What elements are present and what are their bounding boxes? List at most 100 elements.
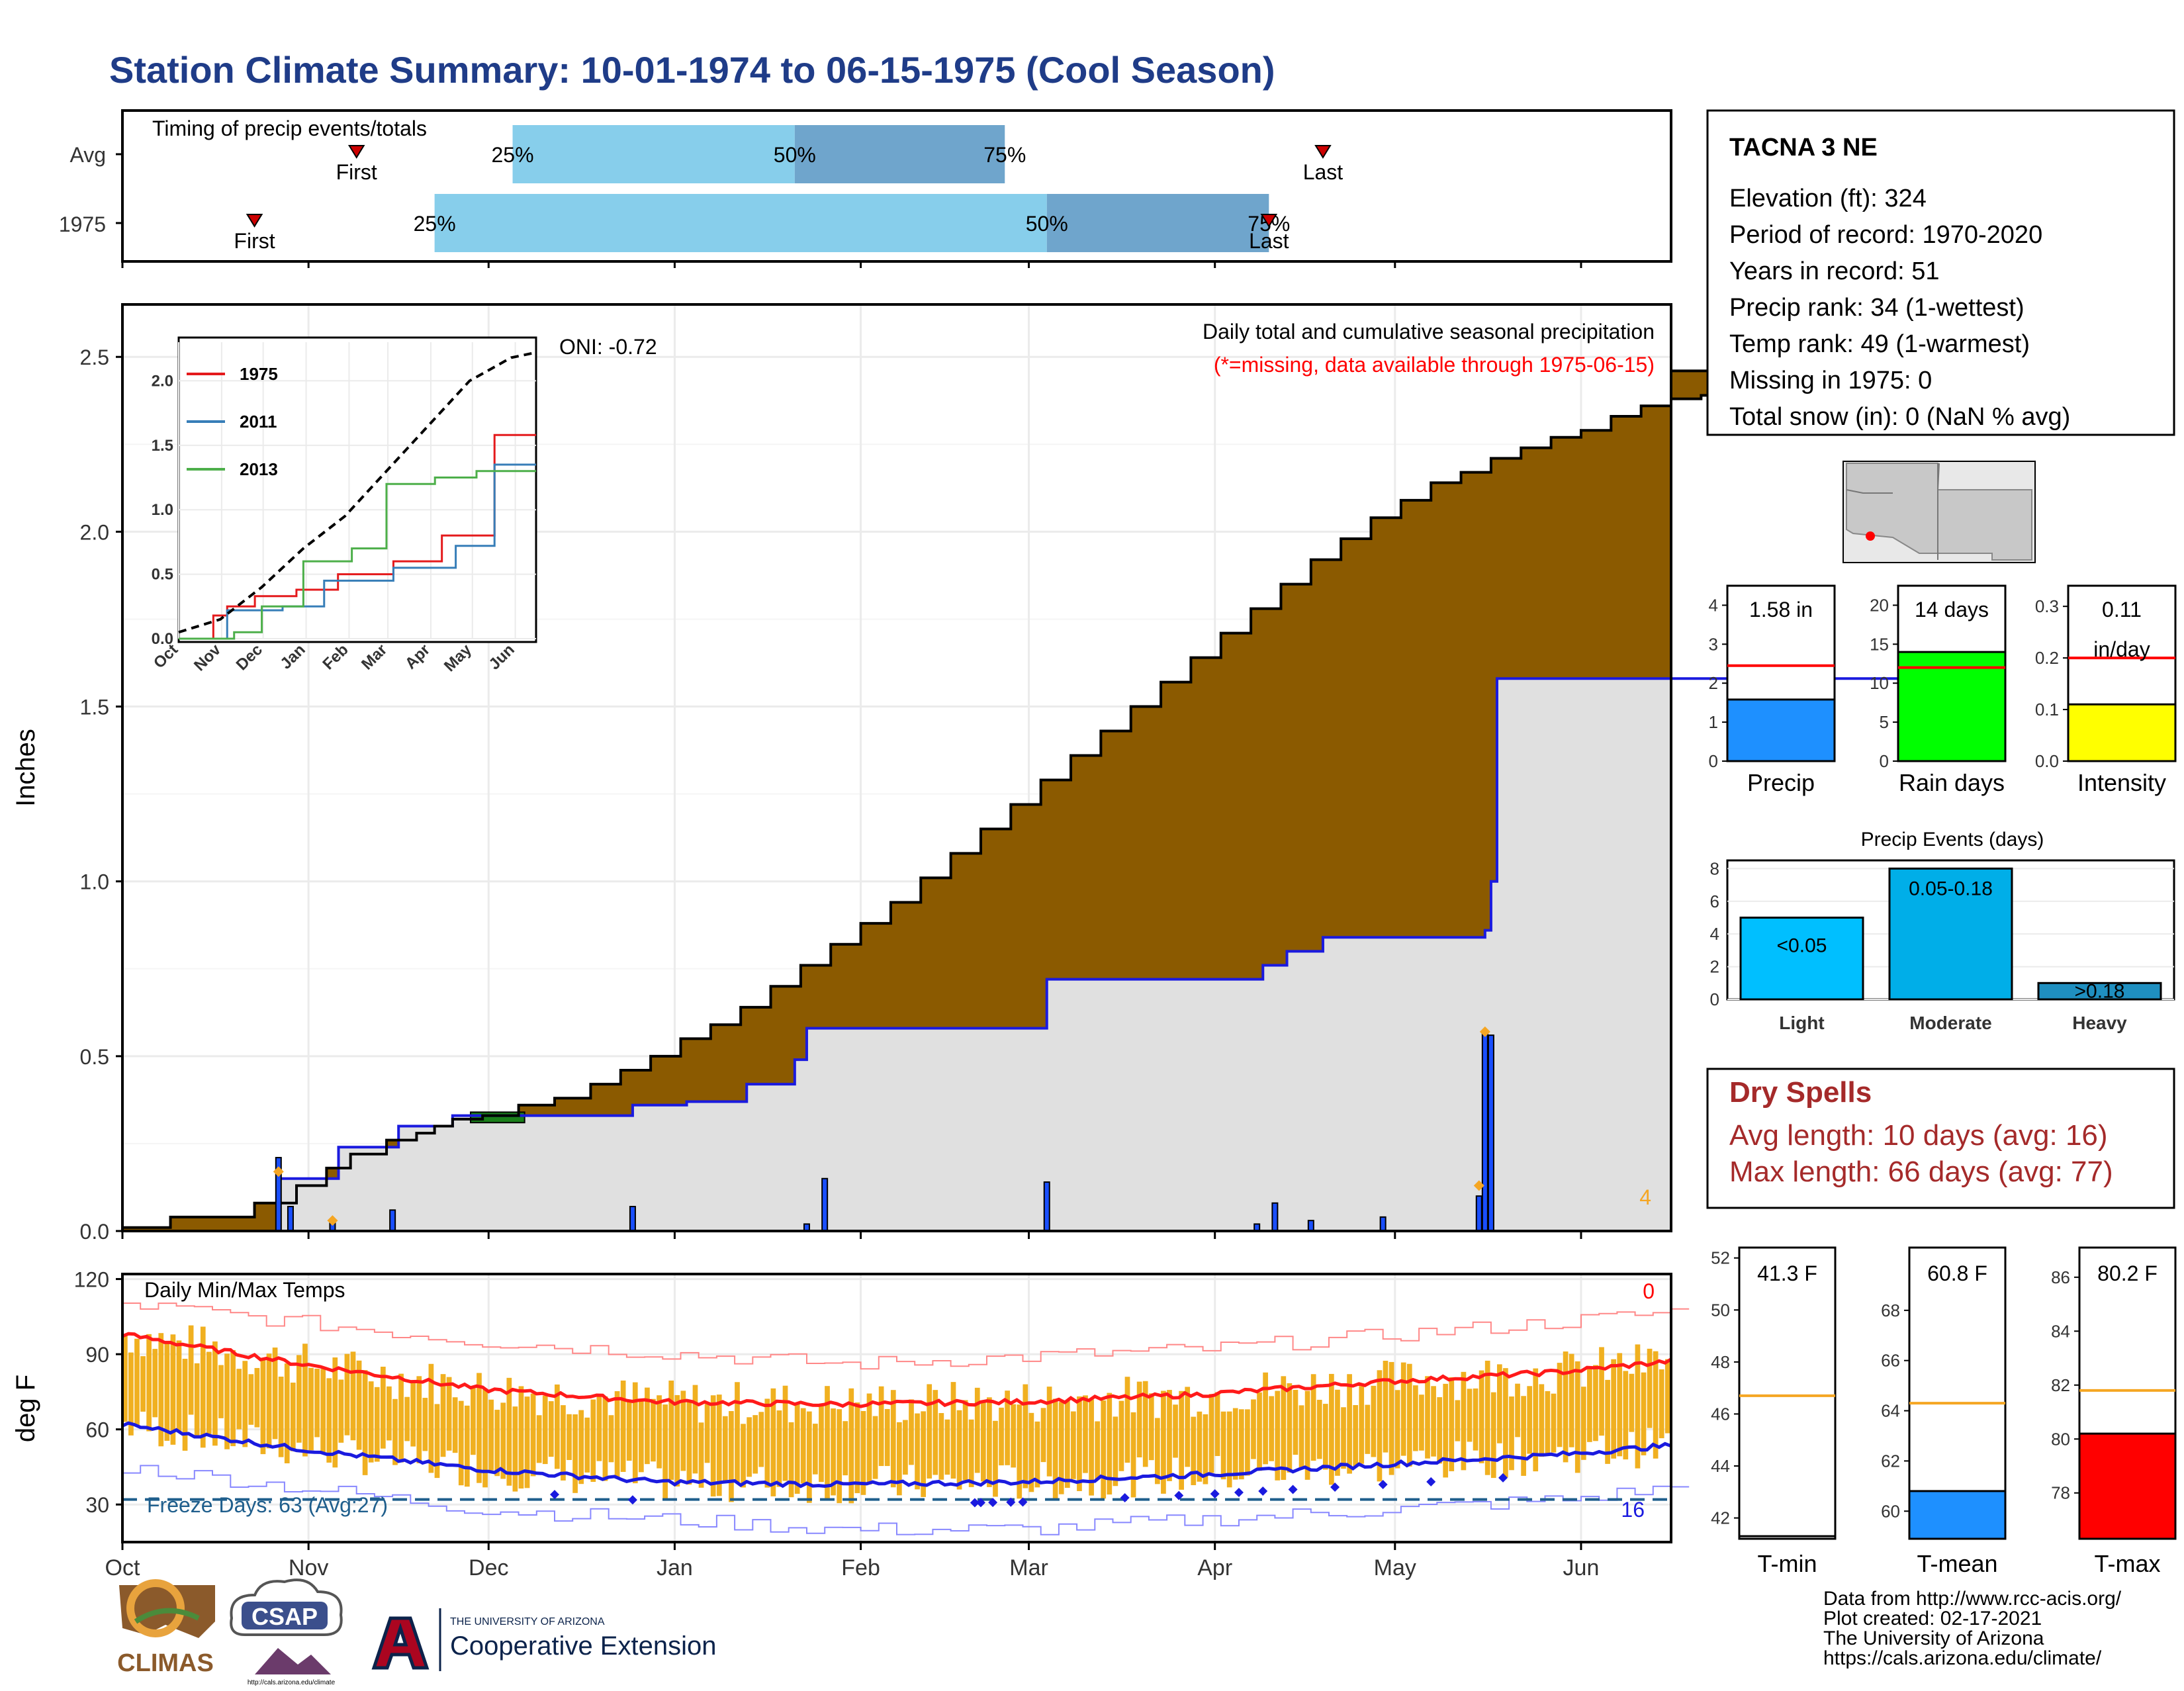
- daily-temp-range-bar: [1136, 1381, 1142, 1458]
- daily-temp-range-bar: [332, 1357, 338, 1468]
- daily-temp-range-bar: [639, 1400, 644, 1473]
- daily-precip-bar: [821, 1177, 829, 1232]
- missing-data-point: [1473, 1180, 1484, 1191]
- daily-temp-range-bar: [903, 1420, 908, 1475]
- daily-temp-range-bar: [1058, 1402, 1064, 1494]
- daily-temp-range-bar: [1034, 1421, 1040, 1488]
- daily-temp-range-bar: [338, 1379, 344, 1443]
- temp-summary-axis-label: T-min: [1758, 1550, 1817, 1577]
- daily-temp-range-bar: [1413, 1385, 1418, 1451]
- average-precip-line: [122, 677, 1966, 1232]
- daily-temp-range-bar: [782, 1385, 788, 1481]
- dry-spells-box: Dry Spells Avg length: 10 days (avg: 16)…: [1706, 1068, 2175, 1209]
- daily-temp-range-bar: [686, 1402, 692, 1485]
- daily-temp-range-bar: [314, 1368, 320, 1438]
- temp-summary-value-label: 41.3 F: [1757, 1261, 1817, 1285]
- temp-summary-ytick-label: 60: [1881, 1501, 1900, 1521]
- daily-temp-range-bar: [1071, 1411, 1076, 1479]
- daily-temp-range-bar: [722, 1416, 728, 1482]
- temp-summary-value-bar: [1738, 1535, 1837, 1540]
- daily-temp-range-bar: [1113, 1416, 1118, 1486]
- record-low-marker: [1174, 1490, 1184, 1500]
- daily-temp-range-bar: [657, 1395, 662, 1469]
- precip-events-bar: [2037, 982, 2162, 1001]
- daily-temp-range-bar: [1322, 1404, 1328, 1470]
- temp-summary-ytick-label: 46: [1711, 1404, 1730, 1424]
- daily-temp-range-bar: [1335, 1389, 1340, 1476]
- temp-summary-ytick-label: 42: [1711, 1508, 1730, 1528]
- missing-data-point: [1479, 1026, 1490, 1037]
- daily-temp-range-bar: [416, 1376, 422, 1464]
- daily-temp-range-bar: [962, 1400, 968, 1481]
- daily-temp-range-bar: [614, 1391, 620, 1479]
- daily-temp-range-bar: [735, 1382, 740, 1483]
- map-borders: [1846, 463, 1940, 560]
- daily-precip-bar: [1475, 1195, 1482, 1232]
- daily-temp-range-bar: [458, 1400, 464, 1486]
- daily-temp-range-bar: [1011, 1404, 1017, 1468]
- precip-missing-count: 4: [1639, 1185, 1651, 1209]
- daily-temp-range-bar: [1304, 1391, 1310, 1480]
- temp-summary-value-bar: [2078, 1432, 2177, 1540]
- daily-precip-bar: [1481, 1030, 1488, 1232]
- average-precip-area: [122, 678, 1966, 1231]
- precip-events-ytick-label: 4: [1710, 924, 1719, 944]
- daily-temp-range-bar: [218, 1365, 224, 1418]
- daily-temp-range-bar: [1089, 1399, 1094, 1496]
- daily-temp-range-bar: [1083, 1395, 1088, 1473]
- record-low-marker: [1426, 1477, 1436, 1486]
- temp-summary-ytick-label: 66: [1881, 1351, 1900, 1371]
- daily-temp-range-bar: [464, 1405, 470, 1487]
- daily-temp-range-bar: [398, 1373, 404, 1463]
- daily-temp-range-bar: [848, 1388, 854, 1504]
- daily-temp-range-bar: [152, 1349, 158, 1418]
- daily-temp-range-bar: [872, 1416, 878, 1479]
- inset-series-1975: [179, 434, 536, 640]
- daily-temp-range-bar: [999, 1407, 1004, 1466]
- daily-temp-range-bar: [1521, 1396, 1526, 1476]
- daily-temp-range-bar: [1040, 1408, 1046, 1463]
- daily-temp-range-bar: [1191, 1416, 1197, 1485]
- daily-temp-range-bar: [242, 1361, 248, 1447]
- daily-temp-range-bar: [596, 1395, 602, 1461]
- daily-temp-range-bar: [651, 1398, 656, 1462]
- dry-spells-max: Max length: 66 days (avg: 77): [1729, 1156, 2113, 1188]
- daily-temp-range-bar: [440, 1374, 446, 1457]
- precip-frame: [121, 303, 1672, 1232]
- daily-temp-range-bar: [272, 1348, 278, 1440]
- daily-temp-range-bar: [927, 1384, 933, 1479]
- daily-temp-range-bar: [921, 1411, 926, 1497]
- daily-temp-range-bar: [224, 1353, 230, 1449]
- daily-temp-range-bar: [254, 1367, 260, 1428]
- timing-row-avg-label: Avg: [69, 143, 106, 167]
- daily-temp-range-bar: [326, 1378, 332, 1463]
- daily-temp-range-bar: [434, 1404, 440, 1479]
- timing-marker-label: First: [336, 160, 377, 184]
- daily-temp-range-bar: [1161, 1391, 1166, 1494]
- timing-marker-last-icon: [1314, 145, 1332, 159]
- daily-temp-range-bar: [1629, 1373, 1635, 1432]
- station-precip-rank: Precip rank: 34 (1-wettest): [1729, 294, 2025, 322]
- daily-temp-range-bar: [1052, 1398, 1058, 1499]
- daily-temp-range-bar: [320, 1369, 326, 1454]
- summary-ytick-label: 20: [1870, 595, 1889, 615]
- daily-temp-range-bar: [938, 1413, 944, 1480]
- daily-temp-range-bar: [1142, 1381, 1148, 1467]
- daily-temp-range-bar: [555, 1384, 560, 1469]
- dry-spells-frame: [1706, 1068, 2175, 1209]
- daily-temp-range-bar: [362, 1370, 368, 1475]
- daily-temp-range-bar: [1064, 1400, 1070, 1488]
- timing-marker-label: Last: [1249, 229, 1289, 253]
- summary-axis-label: Precip: [1747, 769, 1815, 796]
- daily-temp-range-bar: [446, 1377, 452, 1451]
- summary-ytick-label: 0.1: [2035, 700, 2059, 719]
- daily-temp-range-bar: [1046, 1387, 1052, 1477]
- record-low-marker: [988, 1498, 998, 1508]
- daily-precip-bar: [1043, 1181, 1050, 1232]
- daily-temp-range-bar: [567, 1414, 572, 1460]
- daily-temp-range-bar: [428, 1363, 434, 1473]
- daily-temp-range-bar: [1419, 1394, 1424, 1451]
- daily-temp-range-bar: [1623, 1371, 1629, 1460]
- oni-label: ONI: -0.72: [559, 335, 657, 359]
